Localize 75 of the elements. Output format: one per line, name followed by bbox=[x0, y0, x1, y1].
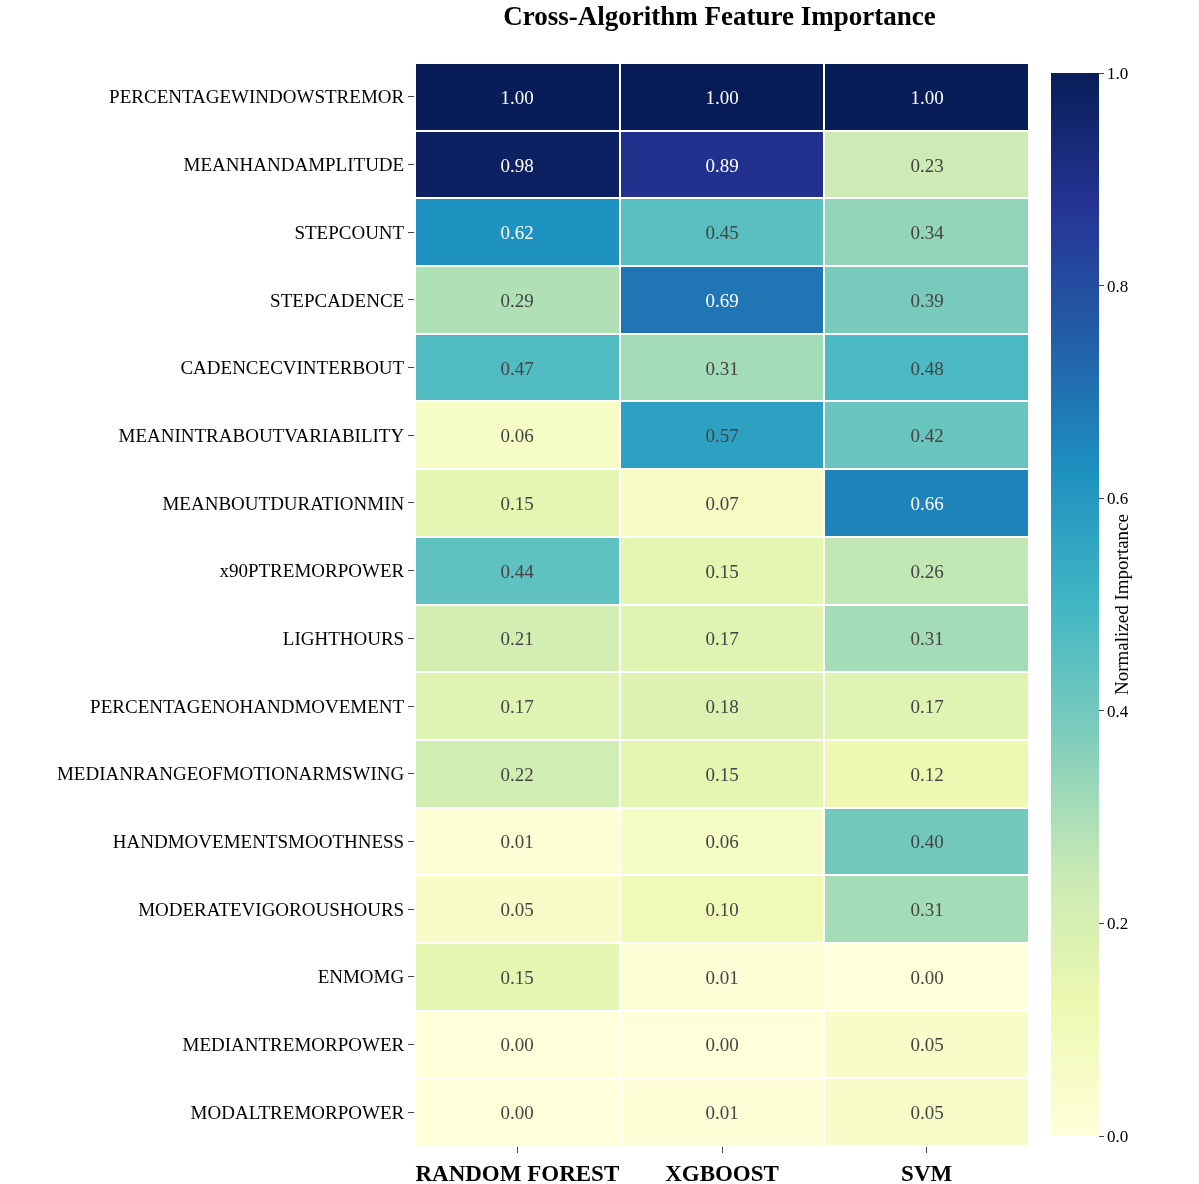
data-label: 0.23 bbox=[910, 154, 944, 176]
data-label: 0.15 bbox=[500, 966, 534, 988]
y-tick-label: ENMOMG bbox=[317, 966, 405, 988]
data-label: 1.00 bbox=[910, 86, 944, 108]
data-label: 0.12 bbox=[910, 763, 944, 785]
x-tick-label: SVM bbox=[901, 1160, 953, 1184]
data-label: 0.66 bbox=[910, 492, 944, 514]
data-label: 0.62 bbox=[500, 221, 534, 243]
y-tick-label: STEPCOUNT bbox=[294, 221, 405, 243]
y-tick-label: MEANHANDAMPLITUDE bbox=[183, 154, 405, 176]
color-bar-title: Normalized Importance bbox=[1111, 514, 1133, 695]
data-label: 0.57 bbox=[705, 424, 739, 446]
data-label: 0.00 bbox=[500, 1033, 534, 1055]
data-label: 0.07 bbox=[705, 492, 739, 514]
data-label: 0.40 bbox=[910, 830, 944, 852]
y-tick-label: MEDIANRANGEOFMOTIONARMSWING bbox=[56, 763, 405, 785]
data-label: 0.44 bbox=[500, 560, 535, 582]
data-label: 0.34 bbox=[910, 221, 945, 243]
data-label: 0.01 bbox=[500, 830, 534, 852]
data-label: 0.01 bbox=[705, 1101, 739, 1123]
y-tick-label: MODERATEVIGOROUSHOURS bbox=[138, 898, 405, 920]
data-label: 0.06 bbox=[705, 830, 739, 852]
data-label: 0.47 bbox=[500, 357, 534, 379]
data-label: 1.00 bbox=[500, 86, 534, 108]
data-label: 0.06 bbox=[500, 424, 534, 446]
y-tick-label: MEANBOUTDURATIONMIN bbox=[162, 492, 405, 514]
data-label: 0.48 bbox=[910, 357, 944, 379]
data-label: 0.31 bbox=[910, 898, 944, 920]
data-label: 0.31 bbox=[910, 627, 944, 649]
data-label: 0.69 bbox=[705, 289, 739, 311]
data-label: 0.18 bbox=[705, 695, 739, 717]
data-label: 0.26 bbox=[910, 560, 944, 582]
data-label: 0.15 bbox=[705, 763, 739, 785]
data-label: 0.01 bbox=[705, 966, 739, 988]
data-label: 0.05 bbox=[500, 898, 534, 920]
data-label: 0.42 bbox=[910, 424, 944, 446]
data-label: 0.39 bbox=[910, 289, 944, 311]
data-label: 0.45 bbox=[705, 221, 739, 243]
color-bar-label: 0.0 bbox=[1106, 1126, 1129, 1146]
data-label: 0.15 bbox=[705, 560, 739, 582]
data-label: 0.29 bbox=[500, 289, 534, 311]
data-label: 0.17 bbox=[500, 695, 534, 717]
data-label: 0.17 bbox=[705, 627, 739, 649]
color-bar-label: 0.8 bbox=[1106, 276, 1129, 296]
data-label: 0.17 bbox=[910, 695, 944, 717]
color-bar-label: 0.6 bbox=[1106, 489, 1129, 509]
y-tick-label: LIGHTHOURS bbox=[282, 627, 405, 649]
data-label: 0.89 bbox=[705, 154, 739, 176]
x-tick-label: RANDOM FOREST bbox=[415, 1160, 620, 1184]
y-tick-label: MEANINTRABOUTVARIABILITY bbox=[118, 424, 405, 446]
y-tick-label: STEPCADENCE bbox=[270, 289, 405, 311]
y-tick-label: MODALTREMORPOWER bbox=[190, 1101, 405, 1123]
data-label: 0.21 bbox=[500, 627, 534, 649]
y-tick-label: MEDIANTREMORPOWER bbox=[182, 1034, 405, 1056]
data-label: 0.22 bbox=[500, 763, 534, 785]
data-label: 0.05 bbox=[910, 1101, 944, 1123]
data-label: 0.00 bbox=[500, 1101, 534, 1123]
color-bar-label: 1.0 bbox=[1106, 63, 1129, 83]
data-label: 0.00 bbox=[910, 966, 944, 988]
color-bar-label: 0.4 bbox=[1106, 701, 1129, 721]
data-label: 1.00 bbox=[705, 86, 739, 108]
data-label: 0.15 bbox=[500, 492, 534, 514]
y-tick-label: CADENCECVINTERBOUT bbox=[180, 357, 405, 379]
chart-title: Cross-Algorithm Feature Importance bbox=[503, 0, 936, 31]
y-tick-label: PERCENTAGEWINDOWSTREMOR bbox=[109, 86, 405, 108]
color-bar-label: 0.2 bbox=[1106, 914, 1129, 934]
data-label: 0.05 bbox=[910, 1033, 944, 1055]
data-label: 0.31 bbox=[705, 357, 739, 379]
y-tick-label: HANDMOVEMENTSMOOTHNESS bbox=[112, 831, 405, 853]
data-label: 0.00 bbox=[705, 1033, 739, 1055]
x-tick-label: XGBOOST bbox=[665, 1160, 779, 1184]
data-label: 0.10 bbox=[705, 898, 739, 920]
data-label: 0.98 bbox=[500, 154, 534, 176]
y-tick-label: x90PTREMORPOWER bbox=[219, 560, 405, 582]
y-tick-label: PERCENTAGENOHANDMOVEMENT bbox=[90, 695, 405, 717]
